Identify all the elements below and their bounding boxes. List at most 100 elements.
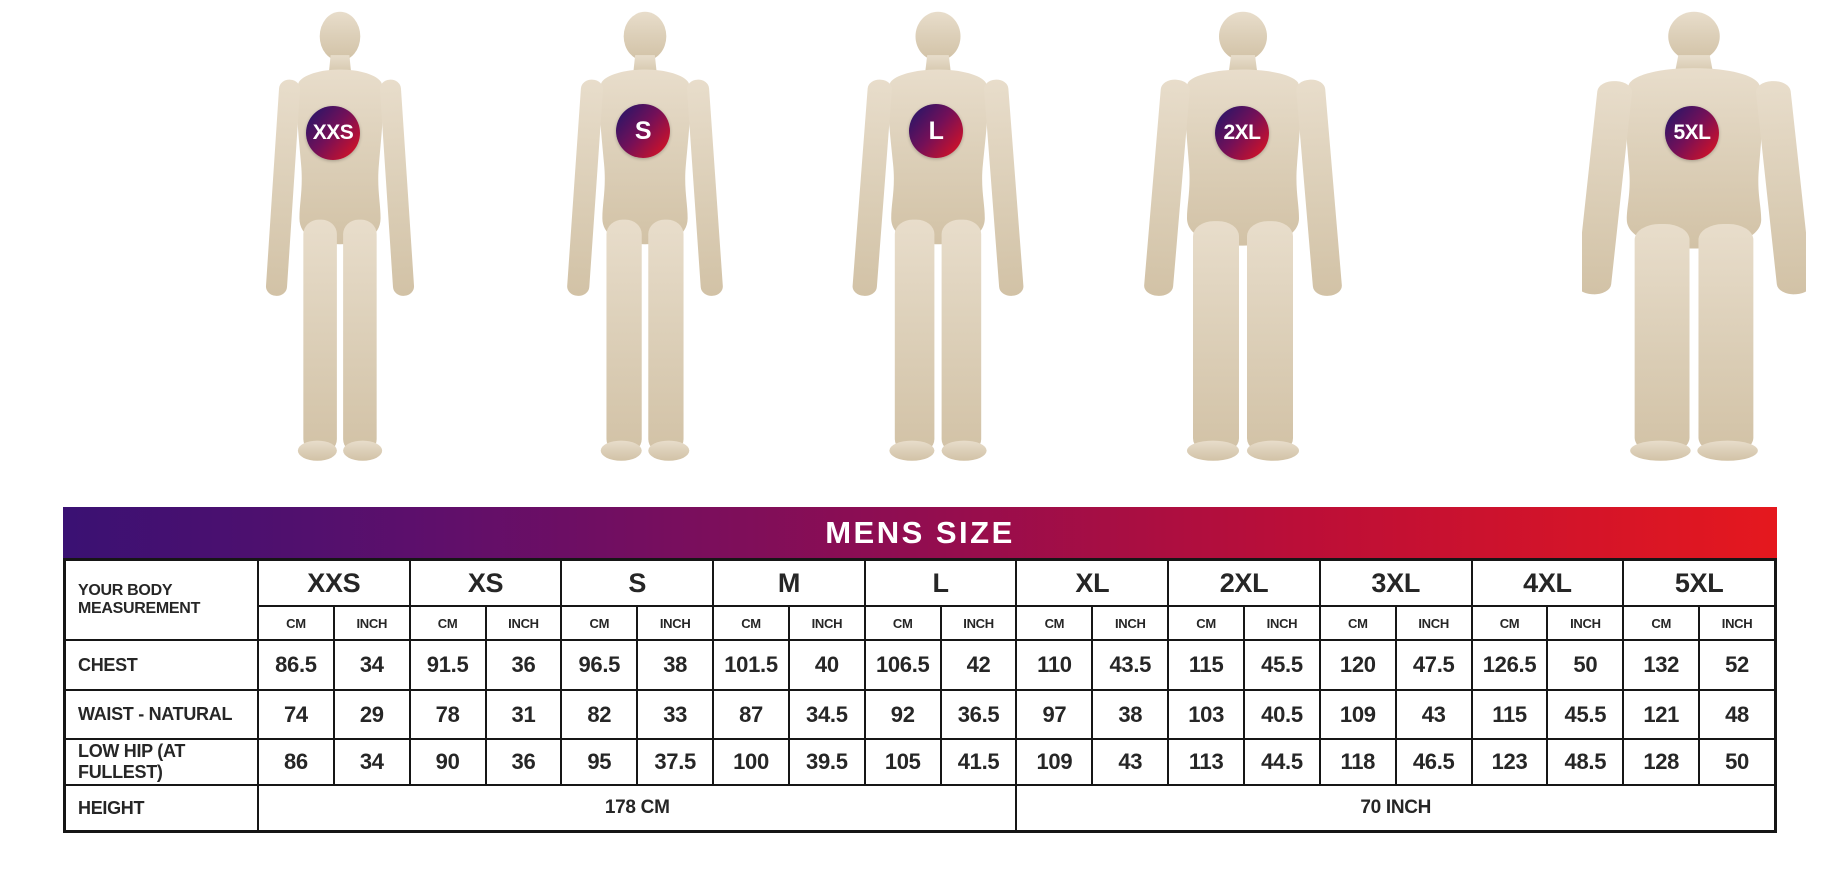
data-cell: 38 bbox=[638, 641, 713, 689]
mannequin-silhouette bbox=[265, 11, 415, 461]
data-cell: 46.5 bbox=[1396, 740, 1471, 784]
size-column-header: XS bbox=[410, 561, 561, 605]
data-cell: 90 bbox=[410, 740, 485, 784]
size-column-header: 3XL bbox=[1320, 561, 1471, 605]
data-cell: 86 bbox=[259, 740, 333, 784]
data-cell: 115 bbox=[1169, 641, 1244, 689]
data-cell: 113 bbox=[1169, 740, 1244, 784]
measurement-corner-line: YOUR BODY bbox=[78, 581, 173, 599]
mannequin-silhouette bbox=[567, 11, 723, 461]
data-cell: 48 bbox=[1700, 691, 1774, 738]
unit-header: CM bbox=[865, 607, 940, 639]
size-column-header: XXS bbox=[259, 561, 409, 605]
data-cell: 40 bbox=[789, 641, 864, 689]
data-cell: 96.5 bbox=[562, 641, 637, 689]
unit-header: INCH bbox=[1245, 607, 1319, 639]
data-cell: 33 bbox=[638, 691, 713, 738]
size-column-header: L bbox=[865, 561, 1016, 605]
data-cell: 91.5 bbox=[410, 641, 485, 689]
data-cell: 50 bbox=[1548, 641, 1623, 689]
data-cell: 128 bbox=[1624, 740, 1699, 784]
unit-header: INCH bbox=[1548, 607, 1623, 639]
size-badge-l: L bbox=[909, 104, 963, 158]
unit-header: CM bbox=[714, 607, 788, 639]
size-column-header: XL bbox=[1017, 561, 1168, 605]
size-badge-s: S bbox=[616, 104, 670, 158]
data-cell: 109 bbox=[1017, 740, 1092, 784]
data-cell: 121 bbox=[1624, 691, 1699, 738]
data-cell: 43.5 bbox=[1093, 641, 1168, 689]
unit-header: INCH bbox=[1396, 607, 1471, 639]
data-cell: 95 bbox=[562, 740, 637, 784]
data-cell: 39.5 bbox=[789, 740, 864, 784]
unit-header: INCH bbox=[789, 607, 864, 639]
row-label-height: HEIGHT bbox=[66, 786, 257, 830]
size-column-header: 5XL bbox=[1624, 561, 1774, 605]
unit-header: CM bbox=[1320, 607, 1395, 639]
data-cell: 41.5 bbox=[941, 740, 1016, 784]
data-cell: 74 bbox=[259, 691, 333, 738]
table-title: MENS SIZE bbox=[825, 514, 1015, 550]
data-cell: 31 bbox=[486, 691, 561, 738]
data-cell: 36.5 bbox=[941, 691, 1016, 738]
measurement-corner-line: MEASUREMENT bbox=[78, 600, 201, 617]
data-cell: 132 bbox=[1624, 641, 1699, 689]
data-cell: 115 bbox=[1472, 691, 1547, 738]
unit-header: CM bbox=[1472, 607, 1547, 639]
unit-header: CM bbox=[1169, 607, 1244, 639]
data-cell: 82 bbox=[562, 691, 637, 738]
data-cell: 78 bbox=[410, 691, 485, 738]
data-cell: 123 bbox=[1472, 740, 1547, 784]
unit-header: INCH bbox=[486, 607, 561, 639]
size-column-header: M bbox=[714, 561, 864, 605]
data-cell: 37.5 bbox=[638, 740, 713, 784]
row-label: CHEST bbox=[66, 641, 257, 689]
size-grid: YOUR BODY MEASUREMENT XXS XS S M L XL 2XL 3XL 4XL 5… bbox=[63, 558, 1777, 833]
unit-header: CM bbox=[1624, 607, 1699, 639]
height-inch-cell: 70 INCH bbox=[1017, 786, 1774, 830]
unit-header: INCH bbox=[334, 607, 409, 639]
data-cell: 40.5 bbox=[1245, 691, 1319, 738]
data-cell: 44.5 bbox=[1245, 740, 1319, 784]
mannequin-figure-5xl bbox=[1582, 6, 1806, 468]
data-cell: 34.5 bbox=[789, 691, 864, 738]
data-cell: 43 bbox=[1396, 691, 1471, 738]
unit-header: INCH bbox=[941, 607, 1016, 639]
unit-header: INCH bbox=[1700, 607, 1774, 639]
data-cell: 50 bbox=[1700, 740, 1774, 784]
data-cell: 45.5 bbox=[1245, 641, 1319, 689]
size-column-header: 2XL bbox=[1169, 561, 1319, 605]
data-cell: 110 bbox=[1017, 641, 1092, 689]
data-cell: 101.5 bbox=[714, 641, 788, 689]
data-cell: 97 bbox=[1017, 691, 1092, 738]
data-cell: 109 bbox=[1320, 691, 1395, 738]
table-title-band: MENS SIZE bbox=[63, 507, 1777, 558]
data-cell: 86.5 bbox=[259, 641, 333, 689]
data-cell: 36 bbox=[486, 740, 561, 784]
data-cell: 42 bbox=[941, 641, 1016, 689]
unit-header: INCH bbox=[638, 607, 713, 639]
data-cell: 34 bbox=[334, 740, 409, 784]
measurement-corner-label: YOUR BODY MEASUREMENT bbox=[66, 561, 257, 639]
mannequin-silhouette bbox=[1582, 11, 1806, 461]
unit-header: CM bbox=[562, 607, 637, 639]
unit-header: INCH bbox=[1093, 607, 1168, 639]
data-cell: 38 bbox=[1093, 691, 1168, 738]
unit-header: CM bbox=[259, 607, 333, 639]
data-cell: 43 bbox=[1093, 740, 1168, 784]
data-cell: 100 bbox=[714, 740, 788, 784]
data-cell: 92 bbox=[865, 691, 940, 738]
size-badge-xxs: XXS bbox=[306, 106, 360, 160]
data-cell: 106.5 bbox=[865, 641, 940, 689]
data-cell: 126.5 bbox=[1472, 641, 1547, 689]
unit-header: CM bbox=[1017, 607, 1092, 639]
mannequin-silhouette bbox=[852, 11, 1024, 461]
size-column-header: S bbox=[562, 561, 713, 605]
data-cell: 118 bbox=[1320, 740, 1395, 784]
data-cell: 45.5 bbox=[1548, 691, 1623, 738]
data-cell: 120 bbox=[1320, 641, 1395, 689]
data-cell: 48.5 bbox=[1548, 740, 1623, 784]
data-cell: 34 bbox=[334, 641, 409, 689]
data-cell: 36 bbox=[486, 641, 561, 689]
